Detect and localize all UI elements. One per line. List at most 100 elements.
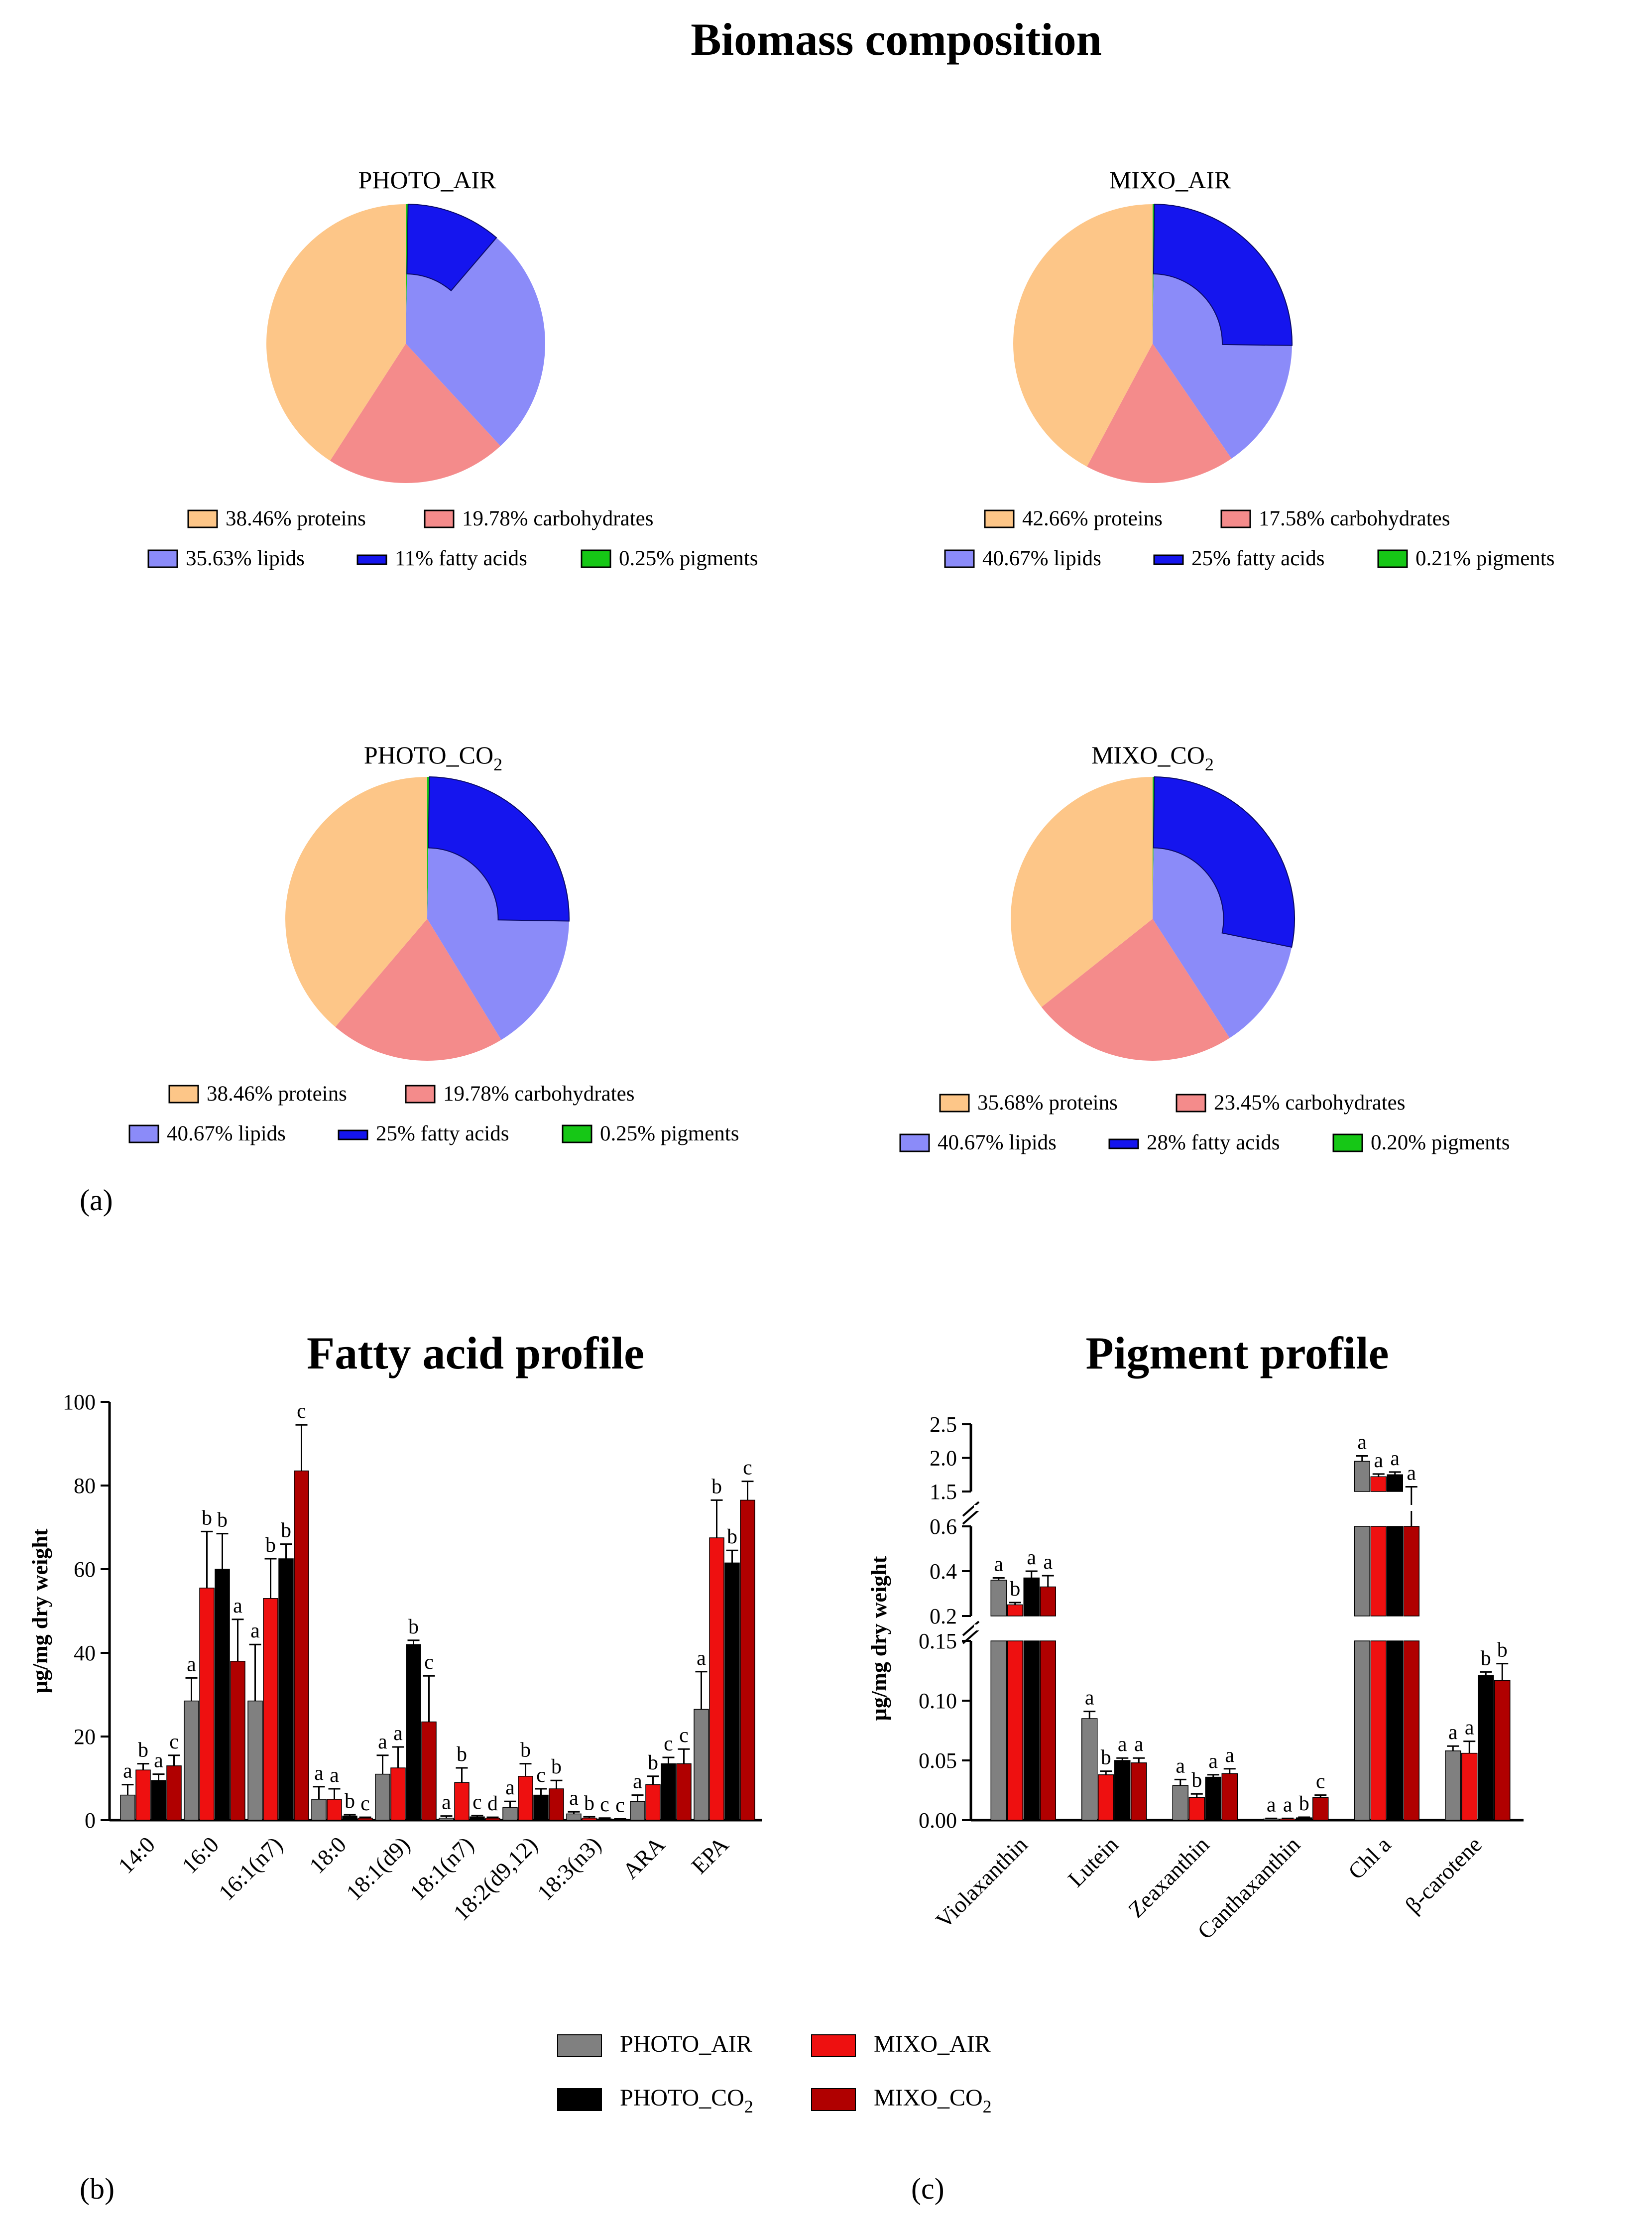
- break-gap: [974, 1505, 1527, 1511]
- bar-mixo_air-4: [1370, 1640, 1387, 1821]
- legend-label-fatty_acids: 28% fatty acids: [1147, 1131, 1280, 1154]
- legend-label-pigments: 0.20% pigments: [1371, 1131, 1510, 1154]
- sig-letter: c: [536, 1764, 546, 1787]
- x-tick-label: 14:0: [113, 1832, 160, 1878]
- pie-title: PHOTO_AIR: [358, 166, 497, 194]
- y-tick-label: 20: [74, 1725, 96, 1749]
- bar-mixo_air-3: [1280, 1818, 1296, 1821]
- legend-swatch-fatty_acids: [1153, 554, 1184, 565]
- sig-letter: a: [378, 1731, 387, 1753]
- legend-swatch-carbohydrates: [405, 1085, 436, 1104]
- bar-photo_co2-4: [1387, 1474, 1403, 1492]
- sig-letter: a: [442, 1791, 451, 1814]
- legend-label-main: PHOTO_AIR: [620, 2031, 752, 2057]
- sig-letter: a: [233, 1595, 242, 1617]
- legend-swatch-fatty_acids: [1108, 1138, 1139, 1149]
- bar-photo_air-4: [1354, 1526, 1370, 1616]
- legend-swatch-pigments: [1332, 1133, 1363, 1152]
- pie-slice-fatty-acids: [406, 204, 497, 292]
- bar-photo_air-0: [990, 1580, 1007, 1616]
- legend-swatch-lipids: [128, 1124, 159, 1143]
- pie-photo-co2: PHOTO_CO2 38.46% proteins 19.78% carbohydr…: [128, 741, 739, 1145]
- sig-letter: b: [711, 1475, 722, 1498]
- bar-mixo_air-3: [327, 1799, 342, 1821]
- bar-photo_air-1: [184, 1700, 199, 1821]
- legend-swatch-pigments: [562, 1124, 592, 1143]
- legend-label-photo_co2: PHOTO_CO2: [620, 2085, 753, 2116]
- panel-label-b: (b): [80, 2172, 115, 2205]
- sig-letter: b: [1191, 1769, 1202, 1792]
- legend-label-main: MIXO_AIR: [874, 2031, 991, 2057]
- y-tick-label: 2.5: [930, 1412, 957, 1437]
- legend-label-pigments: 0.25% pigments: [600, 1122, 739, 1145]
- bar-mixo_co2-6: [549, 1788, 564, 1821]
- bar-mixo_air-0: [1007, 1640, 1023, 1821]
- bar-mixo_co2-5: [1494, 1680, 1511, 1821]
- x-tick-label: Chl a: [1343, 1832, 1396, 1884]
- bar-mixo_co2-3: [357, 1818, 373, 1821]
- sig-letter: a: [1448, 1721, 1458, 1744]
- bar-photo_co2-3: [1296, 1817, 1312, 1821]
- pie-charts: PHOTO_AIR 38.46% proteins 19.78% carbohydr…: [128, 166, 1554, 1154]
- legend-swatch-proteins: [168, 1085, 199, 1104]
- bar-photo_air-3: [311, 1799, 327, 1821]
- x-tick-label: β-carotene: [1400, 1832, 1487, 1918]
- bar-photo_co2-1: [215, 1569, 230, 1821]
- y-tick-label: 2.0: [930, 1446, 957, 1471]
- bar-mixo_co2-4: [1403, 1526, 1419, 1616]
- legend-swatch-photo_air: [557, 2034, 602, 2057]
- bar-mixo_air-6: [518, 1776, 533, 1821]
- axis-break-mark: [962, 1509, 980, 1525]
- bar-photo_air-5: [1445, 1750, 1461, 1821]
- legend-label-pigments: 0.25% pigments: [619, 547, 758, 570]
- bar-photo_air-1: [1081, 1718, 1098, 1821]
- pie-legend: 38.46% proteins 19.78% carbohydrates 35.63…: [147, 507, 758, 570]
- sig-letter: a: [1225, 1744, 1234, 1767]
- sig-letter: a: [1208, 1750, 1218, 1773]
- pie-title-main: MIXO_CO: [1091, 741, 1205, 769]
- y-tick-label: 100: [63, 1390, 96, 1414]
- sig-letter: b: [138, 1739, 148, 1762]
- sig-letter: a: [393, 1722, 403, 1745]
- sig-letter: a: [123, 1760, 132, 1783]
- legend-label-photo_air: PHOTO_AIR: [620, 2031, 752, 2057]
- bar-mixo_co2-0: [1040, 1586, 1056, 1616]
- pie-slice-fatty-acids: [1153, 776, 1295, 948]
- x-tick-label: 18:3(n3): [532, 1832, 606, 1905]
- sig-letter: a: [1027, 1546, 1036, 1569]
- legend-label-carbohydrates: 23.45% carbohydrates: [1214, 1091, 1405, 1115]
- sig-letter: c: [679, 1724, 689, 1747]
- pigment-chart: 0.00 0.05 0.10 0.150.2 0.4 0.6 1.5 2.0 2.5 µg/mg …: [867, 1412, 1527, 1944]
- bar-photo_co2-1: [1114, 1760, 1131, 1821]
- bar-mixo_air-0: [135, 1769, 151, 1821]
- legend-swatch-pigments: [1377, 549, 1408, 568]
- legend-label-proteins: 35.68% proteins: [977, 1091, 1118, 1115]
- bar-mixo_co2-3: [1312, 1797, 1329, 1821]
- panel-label-a: (a): [80, 1184, 113, 1217]
- pie-title-sub: 2: [493, 754, 502, 774]
- legend-label-carbohydrates: 17.58% carbohydrates: [1259, 507, 1450, 530]
- legend-label-fatty_acids: 11% fatty acids: [395, 547, 527, 570]
- legend-label-lipids: 40.67% lipids: [982, 547, 1101, 570]
- bar-photo_co2-7: [597, 1818, 612, 1821]
- sig-letter: c: [1316, 1770, 1325, 1793]
- pie-title-sub: 2: [1205, 754, 1214, 774]
- sig-letter: b: [1010, 1578, 1020, 1601]
- pigment-title: Pigment profile: [1086, 1328, 1389, 1378]
- sig-letter: b: [457, 1743, 467, 1766]
- sig-letter: b: [217, 1509, 228, 1532]
- legend-label-lipids: 35.63% lipids: [186, 547, 305, 570]
- bar-photo_air-3: [1263, 1818, 1280, 1821]
- bar-photo_co2-8: [661, 1763, 676, 1821]
- bar-photo_co2-2: [1205, 1776, 1221, 1821]
- y-tick-label: 1.5: [930, 1480, 957, 1504]
- bar-mixo_air-0: [1007, 1604, 1023, 1616]
- legend-label-proteins: 38.46% proteins: [226, 507, 366, 530]
- sig-letter: c: [664, 1733, 673, 1755]
- pie-slice-proteins: [266, 204, 406, 461]
- pie-slice-proteins: [285, 777, 427, 1027]
- sig-letter: a: [1357, 1431, 1367, 1454]
- pie-title-main: PHOTO_CO: [364, 741, 493, 769]
